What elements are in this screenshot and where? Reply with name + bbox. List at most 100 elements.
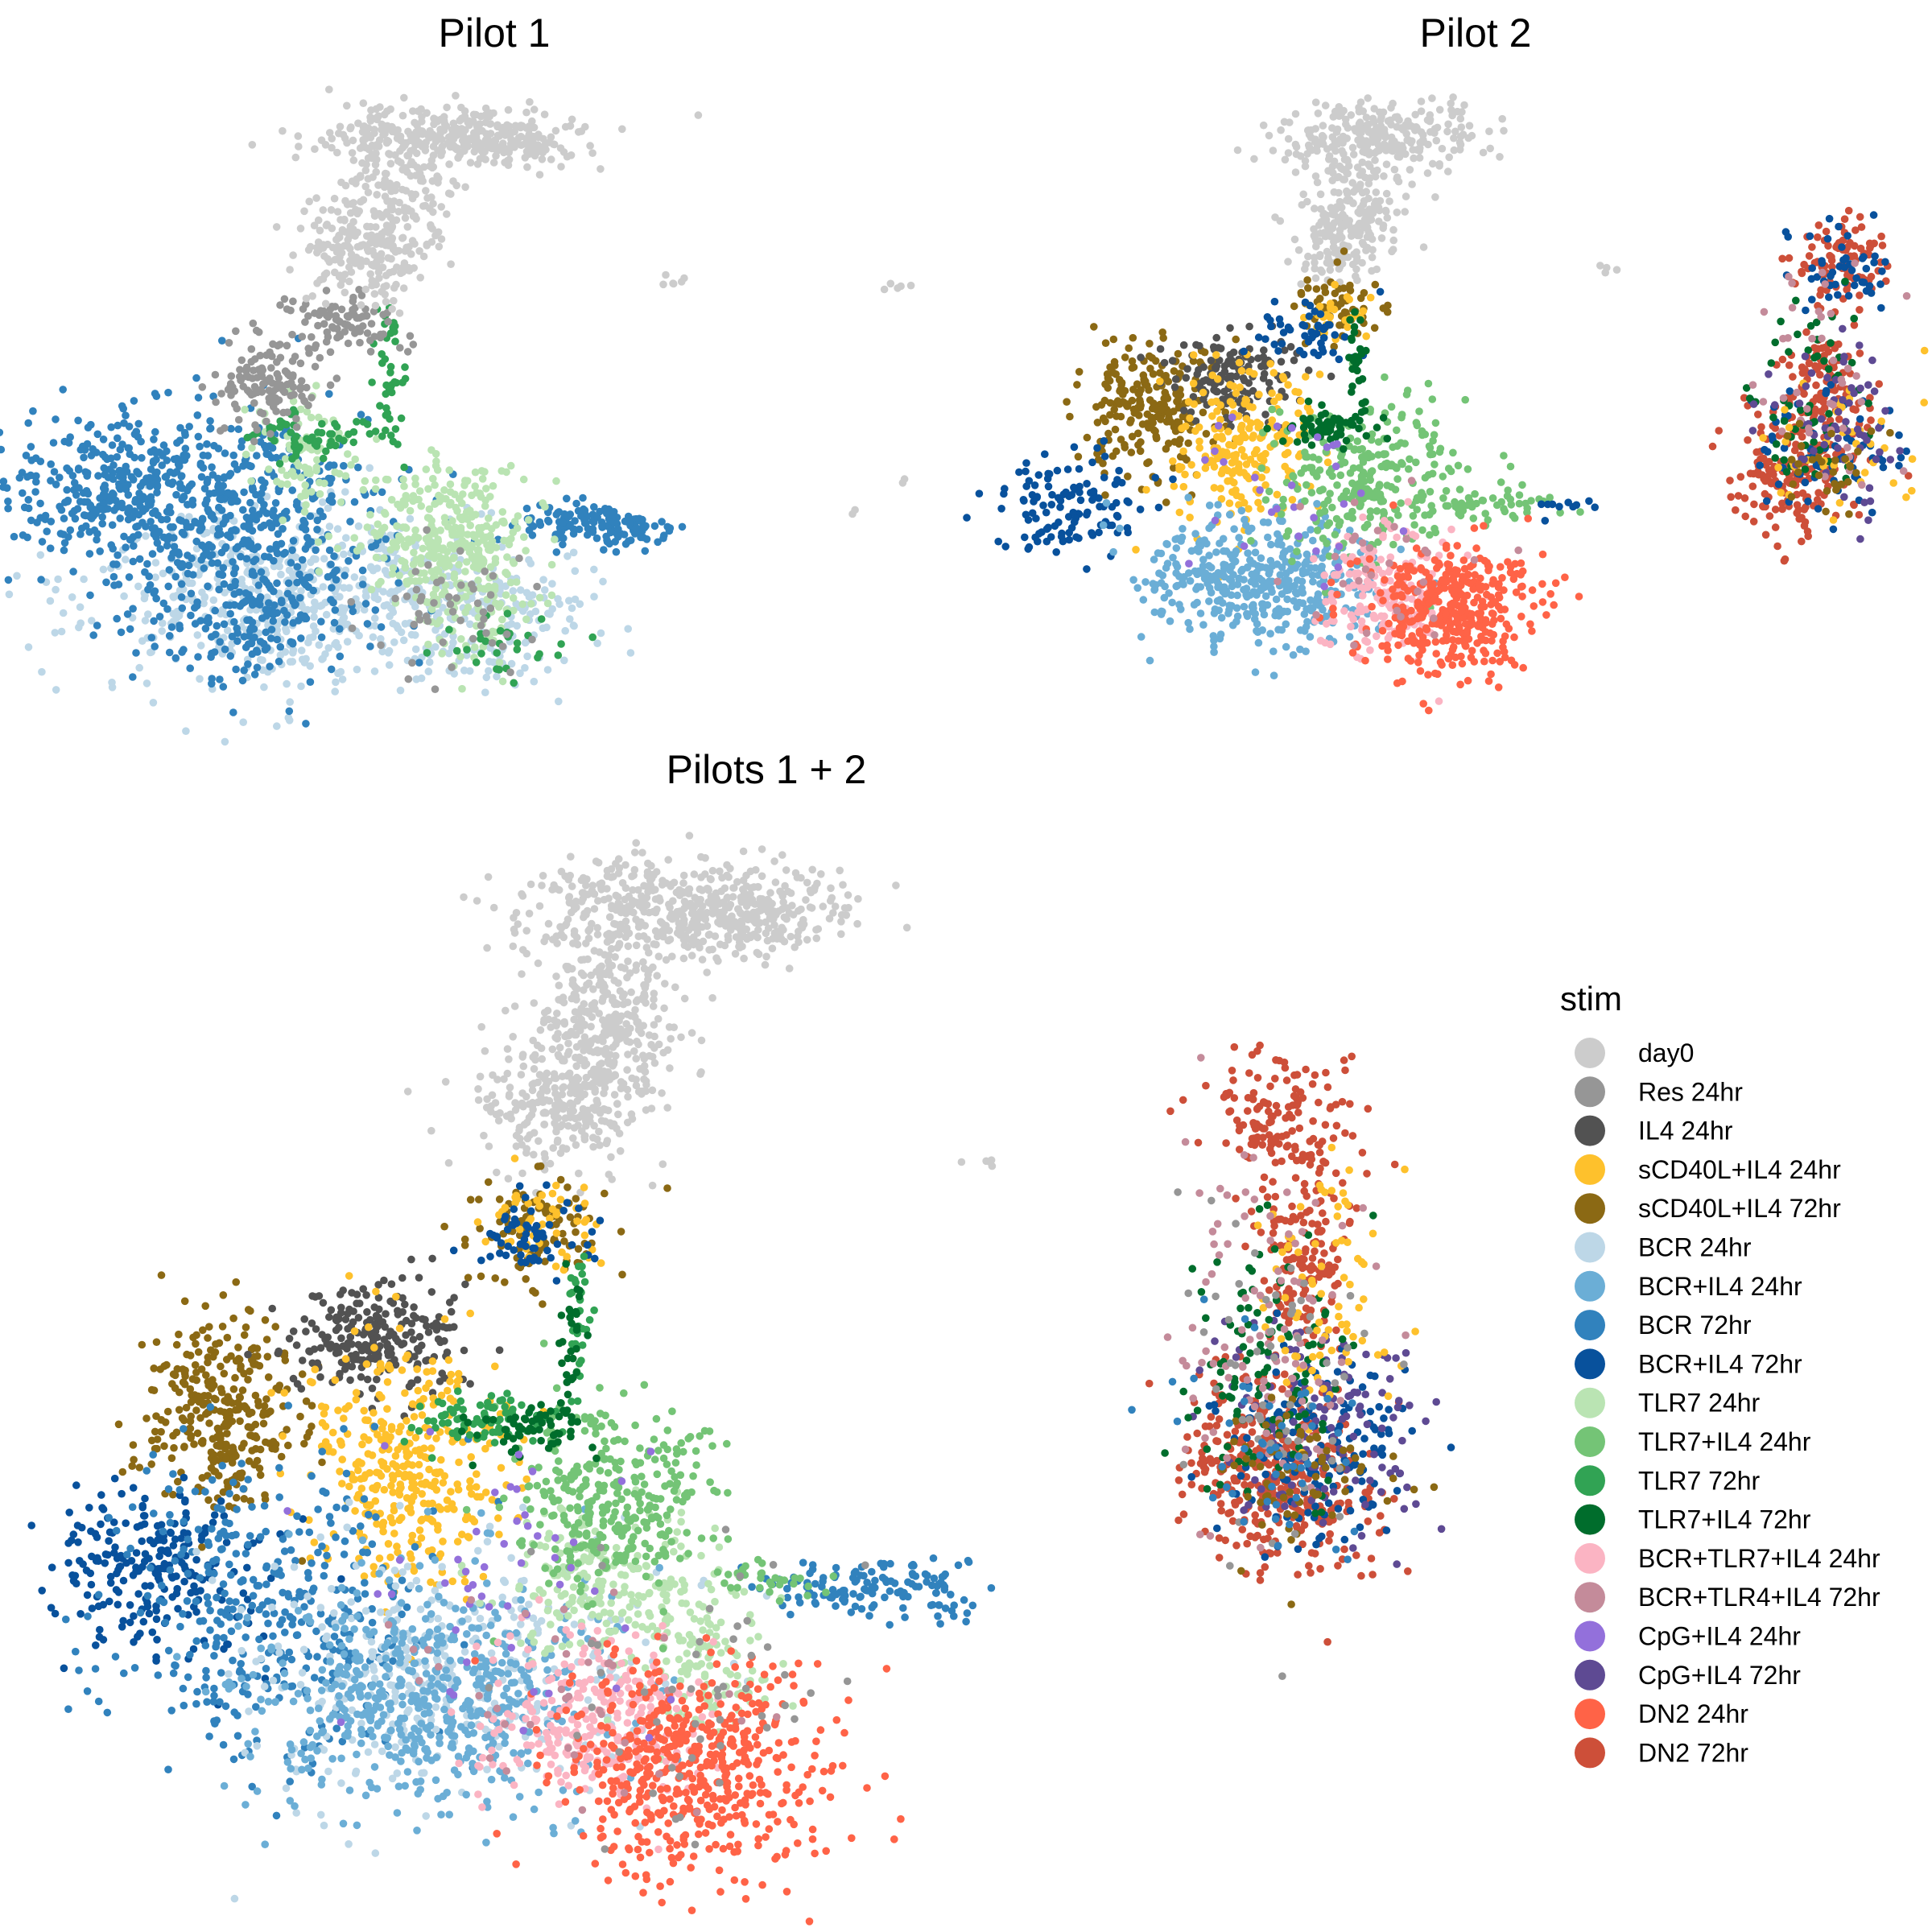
cell-point-p1-1153 [151,642,159,650]
cell-point-p2-111 [1435,105,1444,114]
cell-point-p2-1228 [1055,518,1063,526]
cell-point-p1-1787 [614,525,622,534]
cell-point-p1-1062 [24,419,32,427]
cell-point-p1-2687 [343,101,351,110]
cell-point-p1-1354 [302,720,310,728]
cell-point-p1-3104 [398,233,407,242]
cell-point-p2-868 [1260,346,1268,354]
cell-point-p1-2397 [588,633,597,642]
cell-point-p2-1299 [1261,335,1269,344]
cell-point-p1-642 [401,620,410,628]
cell-point-p1-2978 [508,128,517,137]
cell-point-p1-1032 [188,501,197,509]
cell-point-p1-34 [310,613,318,621]
cell-point-p1-2635 [404,675,413,683]
cell-point-p1-1442 [262,444,270,452]
cell-point-p1-1410 [247,462,255,471]
cell-point-p2-718 [1184,439,1192,448]
cell-point-p1-1535 [336,625,344,633]
cell-point-p1-1285 [167,554,175,562]
cell-point-p1-1500 [4,576,13,584]
cell-point-p1-1273 [150,617,158,625]
cell-point-p1-2717 [333,148,341,157]
cell-point-p1-1024 [208,471,217,479]
cell-point-p1-1327 [163,535,171,544]
cell-point-p2-1415 [1230,525,1238,533]
cell-point-p1-2014 [463,508,471,516]
cell-point-p1-3114 [380,183,389,192]
cell-point-p1-1466 [196,442,204,451]
cell-point-p1-1582 [109,560,118,568]
cell-point-p1-1407 [277,539,286,548]
cell-point-p2-449 [1311,274,1320,283]
cell-point-p1-2117 [495,658,504,667]
cell-point-p2-519 [1121,444,1129,452]
cell-point-p1-3333 [395,309,404,317]
cell-point-p2-1281 [1113,511,1121,520]
cell-point-p1-2049 [522,547,530,555]
cell-point-p1-3004 [373,191,382,199]
cell-point-p1-402 [196,642,205,650]
cell-point-p2-995 [1212,351,1220,359]
cell-point-p1-1789 [632,523,640,532]
cell-point-p1-1086 [193,411,202,419]
cell-point-p1-396 [169,609,178,618]
cell-point-p1-1240 [288,546,296,555]
cell-point-p1-1864 [410,548,418,557]
cell-point-p2-1119 [1229,382,1238,390]
cell-point-p1-725 [516,586,525,594]
cell-point-p1-1455 [204,506,212,514]
cell-point-p1-2314 [391,425,400,433]
cell-point-p1-610 [590,565,598,574]
cell-point-p1-1962 [482,485,490,493]
scatter-points-pilot-1 [0,85,915,746]
cell-point-p2-1584 [1220,583,1228,592]
cell-point-p2-1341 [1310,331,1318,340]
cell-point-p1-1456 [188,480,196,489]
cell-point-p1-2515 [247,345,256,353]
cell-point-p1-1532 [297,634,305,642]
cell-point-p2-701 [1135,396,1144,404]
cell-point-p1-705 [445,649,453,658]
cell-point-p1-1964 [478,475,487,483]
cell-point-p1-2604 [288,330,296,339]
cell-point-p1-1552 [184,569,192,578]
cell-point-p2-203 [1456,140,1465,149]
cell-point-p1-2319 [328,430,336,438]
cell-point-p2-800 [1183,365,1191,374]
cell-point-p2-1095 [1212,397,1220,406]
cell-point-p1-813 [27,443,35,451]
cell-point-p2-264 [1323,145,1331,153]
cell-point-p2-348 [1401,208,1409,216]
cell-point-p1-1767 [605,539,613,548]
cell-point-p1-1712 [528,531,537,539]
cell-point-p1-765 [63,485,71,494]
cell-point-p1-2378 [452,646,461,655]
cell-point-p1-809 [38,538,47,546]
cell-point-p1-1530 [233,629,242,638]
cell-point-p1-1569 [208,675,217,683]
cell-point-p1-2691 [522,108,530,117]
cell-point-p1-1371 [226,511,234,520]
cell-point-p2-193 [1444,120,1452,129]
cell-point-p2-333 [1330,188,1339,196]
cell-point-p2-631 [1202,430,1211,438]
cell-point-p1-1030 [127,473,136,481]
cell-point-p1-2073 [401,564,410,572]
cell-point-p1-2471 [242,365,250,374]
cell-point-p1-3202 [286,266,294,274]
cell-point-p1-1967 [498,508,507,516]
cell-point-p2-177 [1355,103,1363,112]
cell-point-p2-1408 [1212,548,1220,556]
cell-point-p1-2176 [450,570,459,578]
cell-point-p1-1431 [324,572,332,581]
cell-point-p1-1082 [64,439,73,447]
cell-point-p2-668 [1162,444,1170,453]
cell-point-p1-1226 [349,607,357,616]
cell-point-p1-2525 [235,373,244,381]
cell-point-p2-1122 [1210,463,1219,471]
cell-point-p1-1498 [258,614,266,622]
cell-point-p1-1538 [330,618,339,627]
cell-point-p1-1591 [266,634,275,642]
cell-point-p2-540 [1099,459,1107,468]
